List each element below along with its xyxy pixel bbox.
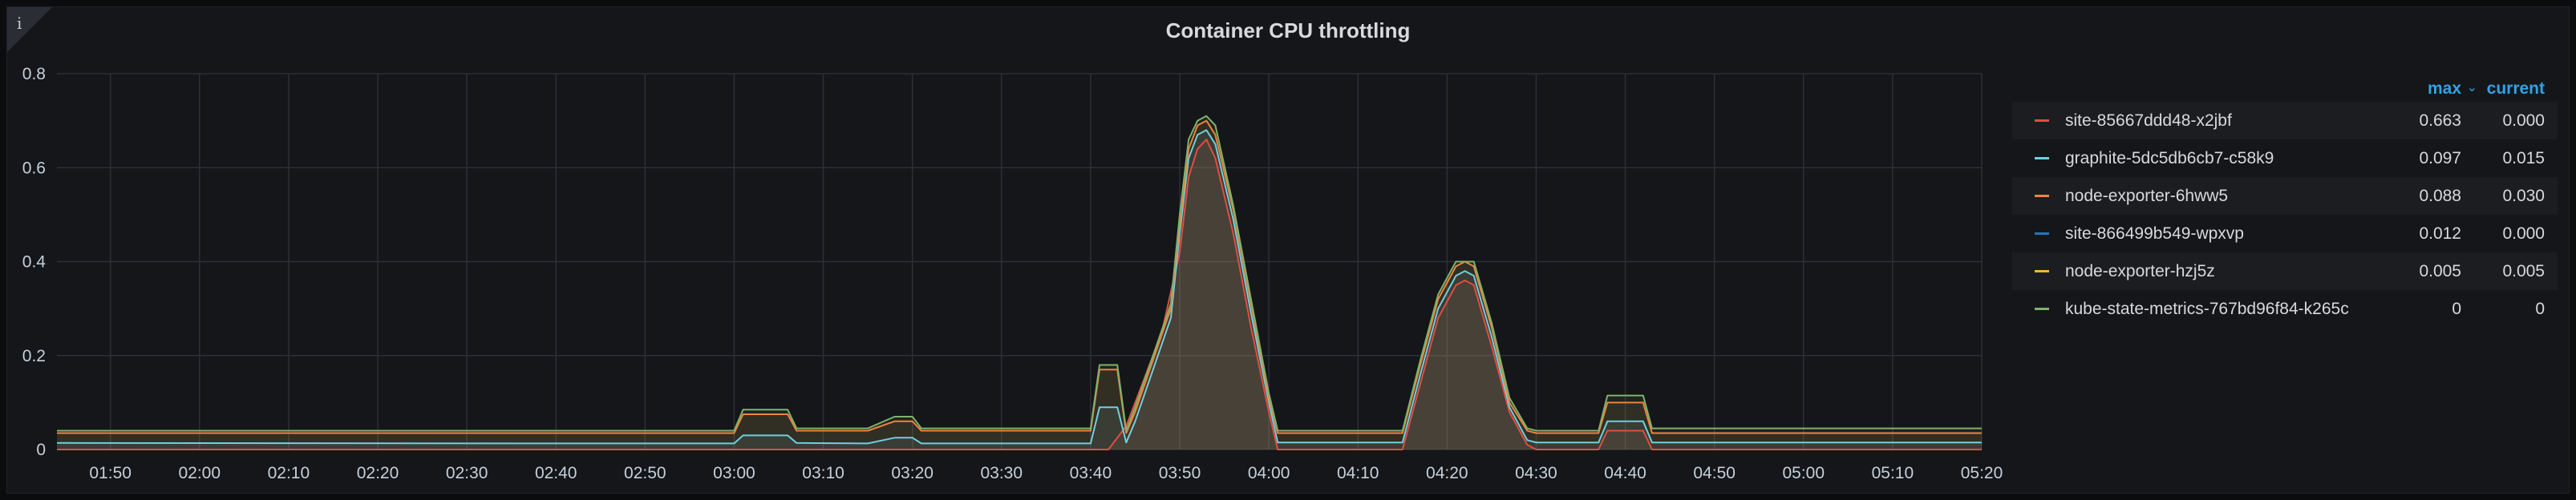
sort-descending-icon[interactable]: ⌄ <box>2466 81 2477 95</box>
series-line[interactable] <box>57 115 1982 432</box>
x-tick-label: 03:50 <box>1159 464 1201 482</box>
legend-column-max[interactable]: max <box>2427 79 2461 98</box>
x-axis: 01:50 02:00 02:10 02:20 02:30 02:40 02:50 03:00… <box>89 464 2003 482</box>
y-tick-label: 0.2 <box>22 347 46 365</box>
series-color-swatch[interactable] <box>2035 195 2049 197</box>
graph-panel: i Container CPU throttling 0 0.2 0.4 0.6 0.8… <box>6 6 2570 494</box>
series-line[interactable] <box>57 139 1982 450</box>
series-area <box>57 120 1982 450</box>
x-tick-label: 02:00 <box>178 464 221 482</box>
chart-grid <box>57 73 1983 450</box>
chart-lines <box>56 115 1982 450</box>
x-tick-label: 02:40 <box>535 464 577 482</box>
x-tick-label: 04:20 <box>1426 464 1468 482</box>
legend-max-value: 0.005 <box>2419 262 2461 280</box>
legend-current-value: 0.030 <box>2502 187 2545 205</box>
x-tick-label: 02:20 <box>357 464 399 482</box>
x-tick-label: 04:00 <box>1248 464 1290 482</box>
panel-title[interactable]: Container CPU throttling <box>1165 18 1411 42</box>
legend-item[interactable]: graphite-5dc5db6cb7-c58k9 0.097 0.015 <box>2012 139 2558 177</box>
x-tick-label: 01:50 <box>89 464 132 482</box>
legend-current-value: 0.005 <box>2502 262 2545 280</box>
legend-series-name[interactable]: site-85667ddd48-x2jbf <box>2065 111 2232 130</box>
legend-item[interactable]: node-exporter-hzj5z 0.005 0.005 <box>2012 252 2558 290</box>
series-color-swatch[interactable] <box>2035 308 2049 310</box>
y-tick-label: 0 <box>36 441 46 459</box>
legend-series-name[interactable]: site-866499b549-wpxvp <box>2065 224 2244 243</box>
series-area <box>57 115 1982 450</box>
x-tick-label: 02:30 <box>446 464 488 482</box>
legend-item[interactable]: kube-state-metrics-767bd96f84-k265c 0 0 <box>2012 290 2558 328</box>
legend-item[interactable]: node-exporter-6hww5 0.088 0.030 <box>2012 177 2558 215</box>
x-tick-label: 05:10 <box>1872 464 1914 482</box>
legend-max-value: 0.012 <box>2419 224 2461 243</box>
x-tick-label: 03:30 <box>980 464 1023 482</box>
legend-series-name[interactable]: node-exporter-6hww5 <box>2065 187 2229 205</box>
x-tick-label: 03:20 <box>891 464 934 482</box>
chart-plot: 00.20.40.60.8 01:50 02:00 02:10 02:20 02:30 0… <box>22 65 2003 482</box>
x-tick-label: 04:30 <box>1515 464 1557 482</box>
legend-series-name[interactable]: graphite-5dc5db6cb7-c58k9 <box>2065 149 2274 167</box>
series-area <box>57 130 1982 450</box>
series-area <box>57 139 1982 450</box>
y-tick-label: 0.8 <box>22 65 46 83</box>
legend-max-value: 0.088 <box>2419 187 2461 205</box>
series-color-swatch[interactable] <box>2035 270 2049 272</box>
info-icon[interactable]: i <box>17 14 22 33</box>
x-tick-label: 02:50 <box>624 464 666 482</box>
legend-item[interactable]: site-866499b549-wpxvp 0.012 0.000 <box>2012 215 2558 252</box>
panel-info-corner[interactable] <box>7 7 52 52</box>
legend-current-value: 0 <box>2535 300 2545 318</box>
legend-rows: site-85667ddd48-x2jbf 0.663 0.000 graphite-… <box>2012 102 2558 328</box>
series-color-swatch[interactable] <box>2035 157 2049 159</box>
series-line[interactable] <box>57 119 1982 434</box>
x-tick-label: 05:00 <box>1782 464 1825 482</box>
x-tick-label: 03:00 <box>713 464 755 482</box>
legend-current-value: 0.000 <box>2502 111 2545 130</box>
legend-max-value: 0 <box>2452 300 2461 318</box>
x-tick-label: 05:20 <box>1961 464 2003 482</box>
legend: max ⌄ current site-85667ddd48-x2jbf 0.663… <box>2012 68 2558 328</box>
x-tick-label: 02:10 <box>268 464 310 482</box>
x-tick-label: 04:40 <box>1604 464 1646 482</box>
x-tick-label: 03:10 <box>802 464 844 482</box>
y-tick-label: 0.4 <box>22 253 47 272</box>
legend-current-value: 0.000 <box>2502 224 2545 243</box>
legend-current-value: 0.015 <box>2502 149 2545 167</box>
legend-item[interactable]: site-85667ddd48-x2jbf 0.663 0.000 <box>2012 102 2558 139</box>
x-tick-label: 04:10 <box>1337 464 1379 482</box>
legend-max-value: 0.097 <box>2419 149 2461 167</box>
legend-header: max ⌄ current <box>2012 68 2558 102</box>
series-line[interactable] <box>56 129 1982 445</box>
y-tick-label: 0.6 <box>22 159 46 177</box>
y-axis: 0 0.2 0.4 0.6 0.8 <box>22 65 47 459</box>
legend-series-name[interactable]: kube-state-metrics-767bd96f84-k265c <box>2065 300 2349 318</box>
series-color-swatch[interactable] <box>2035 232 2049 235</box>
series-color-swatch[interactable] <box>2035 119 2049 122</box>
chart-areas <box>57 115 1982 450</box>
legend-max-value: 0.663 <box>2419 111 2461 130</box>
x-tick-label: 04:50 <box>1693 464 1736 482</box>
legend-series-name[interactable]: node-exporter-hzj5z <box>2065 262 2215 280</box>
legend-column-current[interactable]: current <box>2486 79 2545 98</box>
x-tick-label: 03:40 <box>1070 464 1112 482</box>
